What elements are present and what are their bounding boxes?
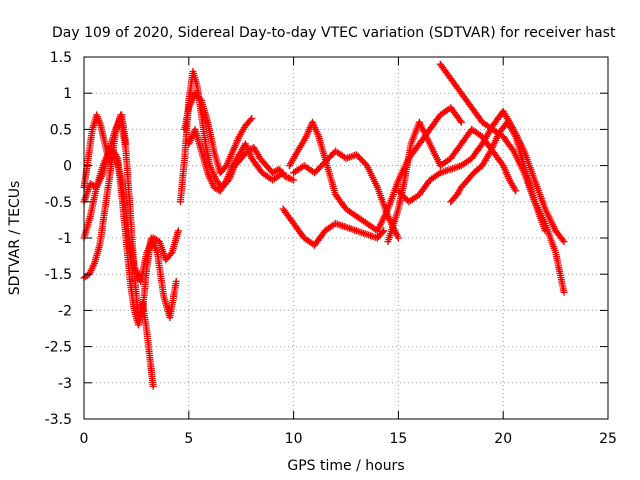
series-sat-h: [279, 205, 388, 249]
series-sat-j: [290, 147, 402, 242]
series-markers: [181, 89, 256, 177]
series-markers: [394, 107, 568, 246]
y-tick-label: -1.5: [45, 267, 72, 283]
series-sat-l: [436, 60, 568, 296]
grid: [84, 57, 608, 419]
y-tick-label: 1.5: [50, 50, 72, 66]
series-sat-i: [285, 104, 465, 235]
y-tick-label: -2: [58, 303, 72, 319]
series-sat-g: [185, 125, 287, 195]
x-tick-label: 0: [80, 431, 89, 447]
x-axis-label: GPS time / hours: [287, 458, 404, 474]
series-markers: [290, 147, 402, 242]
axis-ticks: 0 5 10 15 20 25 -3.5 -3 -2.5 -2 -1.5 -1 -0.5 0 0.5 1 1.5: [45, 50, 617, 447]
series-sat-n: [394, 107, 568, 246]
y-tick-label: -1: [58, 231, 72, 247]
chart-title: Day 109 of 2020, Sidereal Day-to-day VTE…: [52, 25, 616, 41]
y-tick-label: 0: [63, 159, 72, 175]
plot-frame: [83, 56, 609, 420]
series-markers: [285, 104, 465, 235]
y-tick-label: 1: [63, 86, 72, 102]
x-tick-label: 15: [389, 431, 407, 447]
x-tick-label: 25: [599, 431, 617, 447]
series-markers: [185, 125, 287, 195]
x-tick-label: 5: [184, 431, 193, 447]
y-tick-label: -3.5: [45, 412, 72, 428]
y-tick-label: -3: [58, 376, 72, 392]
x-tick-label: 10: [285, 431, 303, 447]
series-markers: [436, 60, 568, 296]
x-tick-label: 20: [494, 431, 512, 447]
data-series: [80, 60, 568, 390]
series-markers: [279, 205, 388, 249]
y-axis-label: SDTVAR / TECUs: [7, 181, 23, 296]
series-sat-f: [181, 89, 256, 177]
y-tick-label: -0.5: [45, 195, 72, 211]
y-tick-label: 0.5: [50, 122, 72, 138]
y-tick-label: -2.5: [45, 340, 72, 356]
